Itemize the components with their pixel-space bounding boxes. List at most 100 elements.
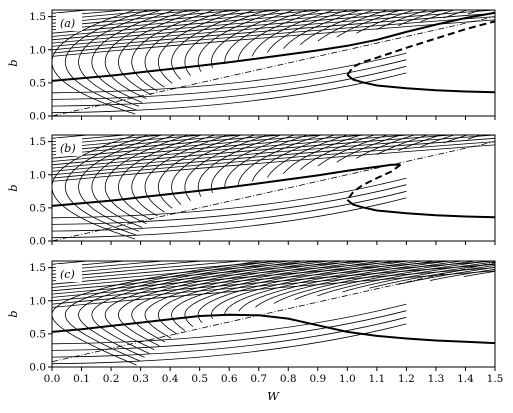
panel-a: 0.0 0.5 1.0 1.5 (a) b <box>6 9 496 123</box>
y-tick-label: 0.5 <box>29 77 46 89</box>
x-tick-label: 0.7 <box>250 373 267 385</box>
contour-line <box>118 10 202 96</box>
x-tick-label: 0.4 <box>162 373 179 385</box>
y-ticks-a: 0.0 0.5 1.0 1.5 <box>29 11 52 123</box>
thick-dashed-middle <box>346 163 402 201</box>
flow-line <box>52 261 287 282</box>
contour-line <box>376 135 428 155</box>
flow-line <box>52 316 407 358</box>
contour-line <box>118 135 202 221</box>
contour-line <box>197 261 409 323</box>
thick-solid-lower <box>346 74 495 94</box>
flow-line <box>52 261 495 298</box>
panel-tag-box-c <box>56 264 82 282</box>
contour-line <box>184 10 269 76</box>
x-ticks-a <box>51 116 496 120</box>
panel-b: 0.0 0.5 1.0 1.5 (b) b <box>6 134 496 248</box>
x-tick-label: 0.5 <box>191 373 208 385</box>
contour-line <box>376 10 428 30</box>
panel-tag-b: (b) <box>60 142 76 155</box>
contour-line <box>467 10 481 15</box>
flow-line <box>52 135 287 156</box>
contour-line <box>64 135 149 236</box>
y-tick-label: 1.5 <box>29 136 46 148</box>
flow-line <box>52 270 495 308</box>
flow-line <box>52 135 495 172</box>
flow-line <box>52 10 495 47</box>
contour-line <box>144 261 356 339</box>
flow-line <box>52 10 93 14</box>
contour-line <box>52 135 136 240</box>
flow-line <box>52 10 457 44</box>
contour-line <box>211 10 295 69</box>
contour-lines-c <box>52 261 513 366</box>
contour-line <box>78 261 290 358</box>
flow-line <box>52 10 371 37</box>
flow-line <box>52 177 407 219</box>
flow-line <box>52 267 495 305</box>
flow-line <box>52 184 407 225</box>
x-ticks-c: 0.0 0.1 0.2 0.3 0.4 0.5 0.6 0.7 0.8 0.9 1.0 1.1 1.2 1… <box>44 367 503 385</box>
contour-line <box>131 261 343 343</box>
x-tick-label: 1.2 <box>398 373 415 385</box>
dash-dot-line <box>52 261 495 363</box>
contour-line <box>317 10 388 42</box>
x-tick-label: 0.3 <box>132 373 149 385</box>
x-ticks-b <box>51 241 496 245</box>
y-tick-label: 1.0 <box>29 44 46 56</box>
contour-line <box>184 261 396 327</box>
contour-line <box>283 135 362 174</box>
dash-dot-line <box>52 16 495 116</box>
flow-line <box>52 135 371 162</box>
x-tick-label: 0.0 <box>44 373 61 385</box>
contour-line <box>420 135 455 148</box>
thick-solid-lower <box>346 199 495 219</box>
flow-line <box>52 135 329 159</box>
flow-line <box>52 10 207 24</box>
panel-frame-b <box>51 134 496 242</box>
contour-line <box>157 261 369 335</box>
flow-line <box>52 137 495 176</box>
flow-line <box>52 10 247 27</box>
contour-line <box>398 266 495 285</box>
y-tick-label: 1.5 <box>29 262 46 274</box>
contour-line <box>499 261 513 273</box>
contour-line <box>118 261 330 347</box>
contour-line <box>211 135 295 194</box>
curves-c <box>52 261 495 363</box>
flow-line <box>52 10 414 41</box>
contour-line <box>317 135 388 167</box>
contour-line <box>299 135 375 171</box>
contour-line <box>64 10 149 111</box>
contour-line <box>78 10 162 107</box>
thick-solid <box>52 313 495 345</box>
contour-line <box>91 10 175 103</box>
x-tick-label: 1.4 <box>457 373 474 385</box>
y-tick-label: 0.0 <box>29 236 46 248</box>
flow-line <box>52 263 495 302</box>
flow-line <box>52 303 407 345</box>
x-tick-label: 0.8 <box>280 373 297 385</box>
contour-line <box>224 135 308 190</box>
contour-line <box>104 261 316 350</box>
flow-line <box>52 135 93 139</box>
x-tick-label: 1.1 <box>369 373 386 385</box>
curves-a <box>52 11 495 116</box>
flow-line <box>52 141 495 179</box>
flow-line <box>52 261 414 292</box>
contour-line <box>144 10 229 88</box>
thick-solid-upper <box>52 163 401 207</box>
flow-line <box>52 135 247 152</box>
y-tick-label: 1.5 <box>29 11 46 23</box>
panel-tag-box-a <box>56 13 82 31</box>
x-tick-label: 0.6 <box>221 373 238 385</box>
contour-line <box>91 135 175 228</box>
y-tick-label: 1.0 <box>29 169 46 181</box>
contour-line <box>342 263 495 293</box>
flow-line <box>52 190 407 232</box>
x-tick-label: 1.0 <box>339 373 356 385</box>
y-ticks-b: 0.0 0.5 1.0 1.5 <box>29 136 52 248</box>
panel-frame-c <box>51 260 496 368</box>
contour-line <box>267 10 348 53</box>
